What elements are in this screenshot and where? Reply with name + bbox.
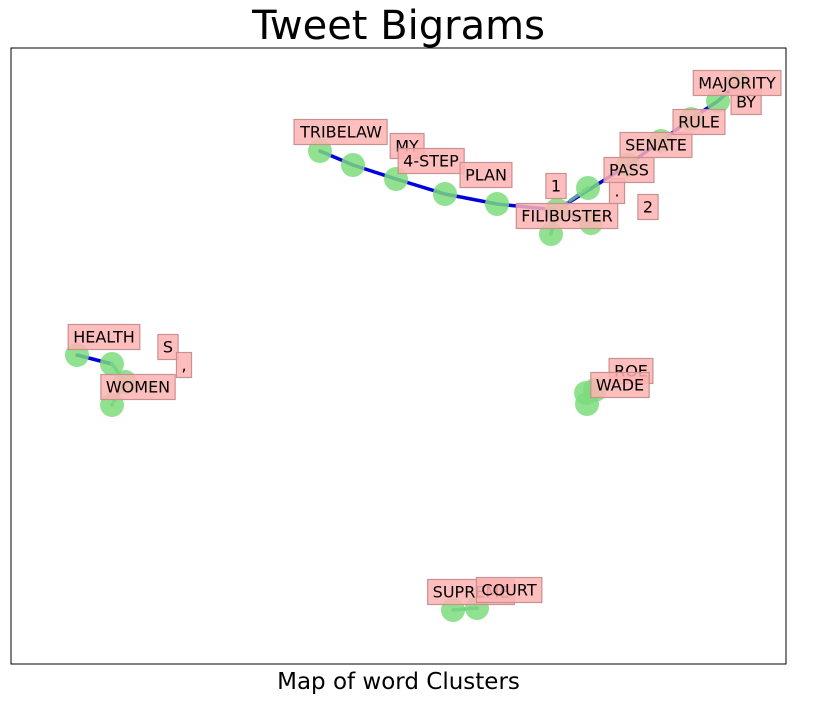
word-label-10: RULE <box>672 108 726 136</box>
word-label-text: PLAN <box>465 166 507 185</box>
word-label-text: 1 <box>551 177 561 196</box>
word-label-text: , <box>181 356 186 375</box>
word-label-box <box>175 351 193 379</box>
word-label-text: SENATE <box>625 136 687 155</box>
word-point-15 <box>100 352 124 376</box>
word-label-14: S <box>157 333 179 361</box>
word-label-box <box>100 373 176 401</box>
word-label-box <box>672 108 726 136</box>
word-labels: TRIBELAWMY4-STEPPLANFILIBUSTER.12PASSSEN… <box>67 69 782 606</box>
word-label-16: WOMEN <box>100 373 176 401</box>
word-label-4: FILIBUSTER <box>515 202 619 230</box>
word-label-box <box>619 131 693 159</box>
word-label-text: 4-STEP <box>403 152 459 171</box>
word-label-box <box>692 69 782 97</box>
word-label-text: HEALTH <box>73 328 135 347</box>
word-label-box <box>590 371 650 399</box>
word-label-text: 2 <box>643 198 653 217</box>
word-point-3 <box>433 182 457 206</box>
word-label-7: 2 <box>637 193 659 221</box>
word-label-box <box>545 172 567 200</box>
word-label-box <box>475 576 543 604</box>
word-point-6 <box>576 176 600 200</box>
word-label-18: WADE <box>590 371 650 399</box>
word-label-text: BY <box>736 93 756 112</box>
word-label-text: FILIBUSTER <box>521 207 612 226</box>
word-label-0: TRIBELAW <box>293 118 388 146</box>
word-label-text: WOMEN <box>106 378 170 397</box>
word-label-box <box>459 161 513 189</box>
word-label-2: 4-STEP <box>397 147 465 175</box>
x-axis-label: Map of word Clusters <box>277 669 520 695</box>
word-label-box <box>397 147 465 175</box>
word-label-box <box>67 323 141 351</box>
word-label-box <box>515 202 619 230</box>
word-label-3: PLAN <box>459 161 513 189</box>
word-point-1 <box>341 153 365 177</box>
word-label-8: PASS <box>603 156 655 184</box>
word-point-4 <box>485 192 509 216</box>
word-label-text: RULE <box>678 113 720 132</box>
word-label-box <box>603 156 655 184</box>
word-label-text: TRIBELAW <box>299 123 382 142</box>
word-label-15: , <box>175 351 193 379</box>
word-label-9: SENATE <box>619 131 693 159</box>
word-label-text: PASS <box>609 161 649 180</box>
word-label-text: MAJORITY <box>698 74 776 93</box>
word-label-box <box>293 118 388 146</box>
word-label-6: 1 <box>545 172 567 200</box>
word-label-box <box>157 333 179 361</box>
word-label-text: WADE <box>596 376 644 395</box>
chart-title: Tweet Bigrams <box>252 3 545 49</box>
word-label-text: COURT <box>481 581 536 600</box>
word-label-13: HEALTH <box>67 323 141 351</box>
word-label-20: COURT <box>475 576 543 604</box>
word-label-box <box>637 193 659 221</box>
word-label-text: . <box>614 182 619 201</box>
word-label-12: MAJORITY <box>692 69 782 97</box>
word-label-text: S <box>163 338 173 357</box>
